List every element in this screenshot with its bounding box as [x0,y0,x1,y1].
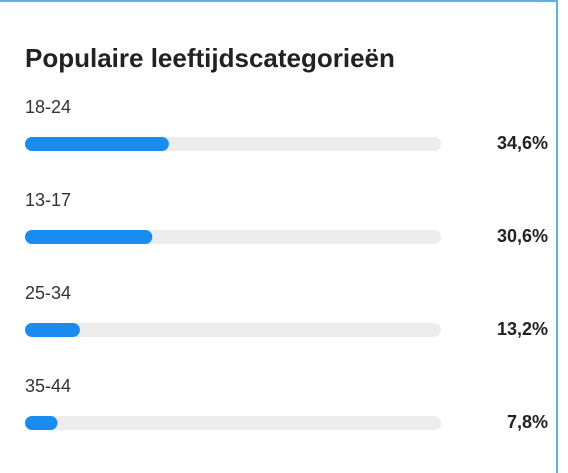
category-label: 35-44 [25,376,71,396]
value-label: 34,6% [497,133,548,153]
bar [25,230,153,244]
category-label: 18-24 [25,97,71,117]
bar [25,416,58,430]
value-label: 30,6% [497,226,548,246]
value-label: 13,2% [497,319,548,339]
chart-title: Populaire leeftijdscategorieën [25,43,395,73]
category-label: 13-17 [25,190,71,210]
bar-track [25,416,441,430]
bar [25,323,80,337]
value-label: 7,8% [507,412,548,432]
category-label: 25-34 [25,283,71,303]
bar-track [25,323,441,337]
bar [25,137,169,151]
